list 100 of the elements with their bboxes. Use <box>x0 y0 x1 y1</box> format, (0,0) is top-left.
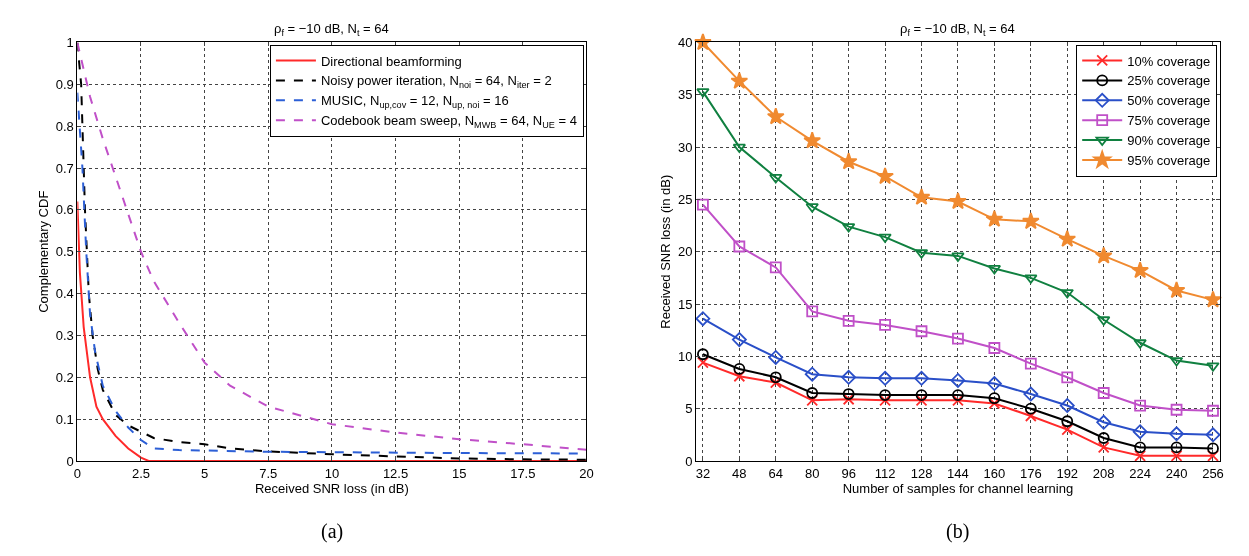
point <box>804 366 820 382</box>
y-tick-label: 0.7 <box>55 160 74 176</box>
point <box>1134 399 1147 412</box>
chart-title: ρ$_{f}$ = −10 dB, N$_{t}$ = 64 <box>900 21 1015 38</box>
point <box>1169 426 1184 442</box>
legend-label: 25% coverage <box>1127 73 1211 89</box>
text: (a) <box>321 520 344 543</box>
y-tick-label: 35 <box>678 87 693 103</box>
point <box>878 233 892 243</box>
y-tick-label: 25 <box>678 191 693 207</box>
legend-label: Directional beamforming <box>320 53 462 69</box>
point <box>806 305 819 318</box>
x-tick-label: 10 <box>324 465 340 481</box>
point <box>1061 371 1074 384</box>
point <box>842 388 855 400</box>
point <box>879 319 891 331</box>
point <box>988 342 1001 354</box>
x-tick-label: 32 <box>695 465 711 481</box>
point <box>769 261 782 274</box>
legend-label: Codebook beam sweep, N$_{MWB}$ = 64, N$_{UE}$ = 4 <box>320 113 577 130</box>
x-axis-title: Number of samples for channel learning <box>842 481 1074 497</box>
point <box>733 370 746 383</box>
point <box>697 348 709 361</box>
legend-label: 10% coverage <box>1127 53 1211 69</box>
point <box>842 393 855 406</box>
point <box>1059 398 1075 413</box>
point <box>1205 427 1221 443</box>
y-tick-label: 0.1 <box>55 411 74 427</box>
point <box>731 332 747 348</box>
point <box>1096 414 1112 430</box>
x-tick-label: 17.5 <box>510 465 536 481</box>
point <box>806 394 819 407</box>
y-tick-label: 0.3 <box>55 327 74 343</box>
point <box>769 376 782 389</box>
point <box>952 332 964 345</box>
y-tick-label: 0.4 <box>55 286 74 302</box>
y-tick-label: 15 <box>678 296 693 312</box>
point <box>695 311 711 327</box>
point <box>876 167 894 185</box>
legend-label: 90% coverage <box>1127 133 1211 149</box>
point <box>697 356 709 369</box>
x-tick-label: 240 <box>1165 465 1188 481</box>
point <box>914 370 929 386</box>
x-tick-label: 128 <box>910 465 933 481</box>
point <box>803 131 822 149</box>
point <box>733 363 746 375</box>
point <box>1134 449 1147 462</box>
y-axis-title: Received SNR loss (in dB) <box>657 174 673 329</box>
point <box>1170 449 1183 462</box>
point <box>769 174 783 184</box>
x-tick-label: 208 <box>1092 465 1115 481</box>
x-tick-label: 224 <box>1129 465 1151 481</box>
x-tick-label: 256 <box>1202 465 1224 481</box>
x-tick-label: 192 <box>1056 465 1079 481</box>
point <box>768 350 784 365</box>
point <box>730 71 749 89</box>
x-tick-label: 20 <box>579 465 594 481</box>
x-tick-label: 112 <box>874 465 896 481</box>
point <box>1061 423 1074 436</box>
point <box>1207 404 1219 417</box>
point <box>839 152 858 170</box>
y-tick-label: 0.2 <box>55 369 74 385</box>
point <box>1097 316 1111 326</box>
point <box>1132 424 1148 440</box>
point <box>1024 402 1037 415</box>
point <box>912 188 931 206</box>
point <box>1023 386 1039 402</box>
point <box>879 389 891 401</box>
legend-label: MUSIC, N$_{up,cov}$ = 12, N$_{up, noi}$ = 16 <box>320 93 509 111</box>
x-tick-label: 96 <box>841 465 856 481</box>
point <box>1024 274 1038 284</box>
point <box>1097 432 1110 444</box>
y-tick-label: 5 <box>685 401 693 417</box>
point <box>1207 449 1219 462</box>
x-tick-label: 176 <box>1019 465 1042 481</box>
y-tick-label: 0.6 <box>55 202 74 218</box>
legend-label: Noisy power iteration, N$_{noi}$ = 64, N$_{iter}$ = 2 <box>320 73 552 91</box>
x-tick-label: 5 <box>201 465 209 481</box>
x-tick-label: 2.5 <box>131 465 151 481</box>
point <box>1058 229 1077 247</box>
x-tick-label: 160 <box>983 465 1006 481</box>
point <box>1094 246 1113 264</box>
y-tick-label: 0.9 <box>55 76 74 92</box>
y-tick-label: 10 <box>678 348 693 364</box>
point <box>1206 362 1220 372</box>
y-tick-label: 0 <box>685 453 693 469</box>
y-tick-label: 0 <box>66 453 74 469</box>
point <box>1204 290 1222 308</box>
point <box>1134 441 1147 454</box>
x-tick-label: 80 <box>804 465 820 481</box>
point <box>769 371 782 384</box>
point <box>985 209 1004 227</box>
legend-label: 75% coverage <box>1127 113 1211 129</box>
text: (b) <box>946 520 970 543</box>
y-tick-label: 1 <box>66 34 74 50</box>
chart-title: ρ$_{f}$ = −10 dB, N$_{t}$ = 64 <box>274 21 389 38</box>
point <box>697 198 709 211</box>
x-tick-label: 7.5 <box>259 465 278 481</box>
point <box>1024 357 1037 370</box>
legend-label: 95% coverage <box>1127 153 1211 169</box>
